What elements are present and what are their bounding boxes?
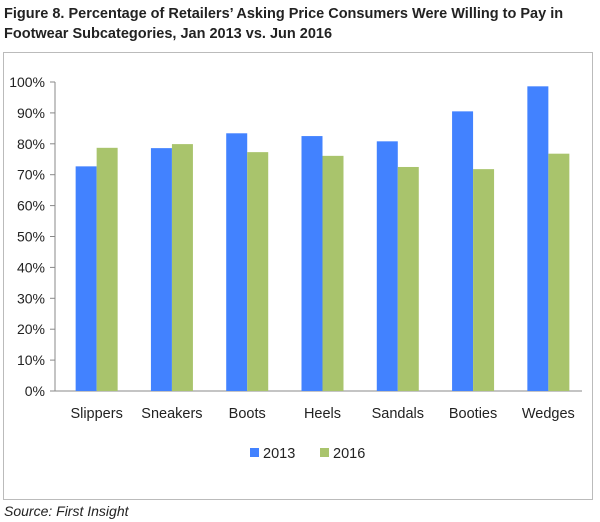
x-tick-label: Booties (449, 406, 497, 422)
x-tick-label: Wedges (522, 406, 575, 422)
y-tick-label: 90% (17, 105, 45, 121)
legend-swatch-2013 (250, 448, 259, 457)
y-tick-label: 100% (9, 74, 45, 90)
x-tick-label: Heels (304, 406, 341, 422)
bar-2013-boots (226, 133, 248, 391)
bar-2013-heels (301, 136, 323, 391)
bar-2013-wedges (527, 86, 549, 392)
x-tick-label: Boots (229, 406, 266, 422)
bar-2013-slippers (75, 166, 97, 391)
y-tick-label: 20% (17, 321, 45, 337)
y-tick-label: 40% (17, 259, 45, 275)
bar-2016-heels (322, 155, 344, 391)
source-note: Source: First Insight (4, 503, 129, 519)
bar-2013-booties (452, 111, 474, 391)
chart-title: Figure 8. Percentage of Retailers’ Askin… (4, 6, 564, 42)
y-tick-label: 80% (17, 136, 45, 152)
bar-2013-sandals (376, 141, 398, 391)
x-tick-label: Slippers (70, 406, 122, 422)
legend-swatch-2016 (320, 448, 329, 457)
bar-2016-booties (473, 169, 495, 391)
x-tick-label: Sandals (372, 406, 424, 422)
y-tick-label: 30% (17, 290, 45, 306)
bar-2013-sneakers (150, 148, 172, 391)
bar-2016-boots (247, 152, 269, 391)
legend-label-2013: 2013 (263, 446, 295, 462)
legend-label-2016: 2016 (333, 446, 365, 462)
y-tick-label: 60% (17, 198, 45, 214)
y-tick-label: 50% (17, 229, 45, 245)
bar-2016-sandals (397, 166, 419, 391)
bar-2016-wedges (548, 153, 570, 391)
bar-2016-slippers (96, 147, 118, 391)
chart-frame (3, 52, 593, 500)
x-tick-label: Sneakers (141, 406, 202, 422)
bar-2016-sneakers (171, 144, 193, 391)
y-tick-label: 10% (17, 352, 45, 368)
y-tick-label: 0% (25, 383, 45, 399)
y-tick-label: 70% (17, 167, 45, 183)
